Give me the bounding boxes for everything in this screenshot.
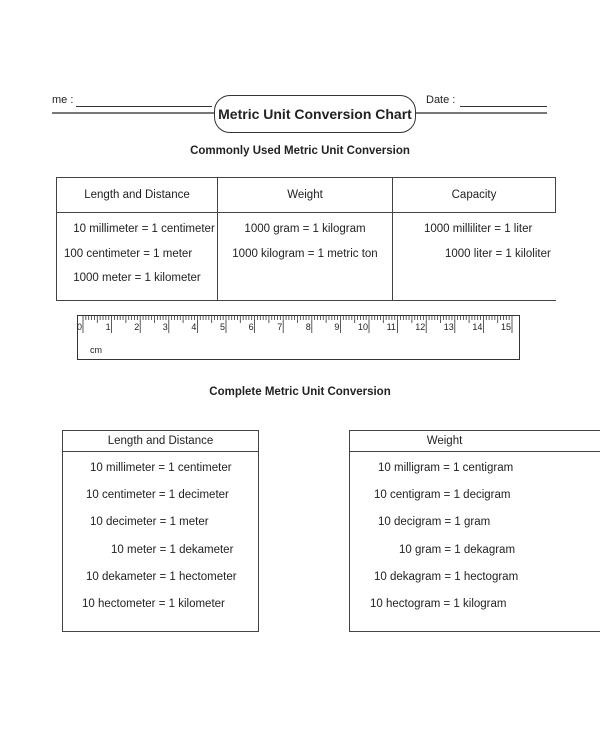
common-heading: Commonly Used Metric Unit Conversion bbox=[190, 145, 410, 157]
date-label: Date : bbox=[426, 94, 456, 106]
date-field[interactable] bbox=[460, 106, 547, 107]
ruler-label: 8 bbox=[305, 322, 311, 332]
col-header: Weight bbox=[217, 177, 393, 213]
ruler-label: 2 bbox=[134, 322, 140, 332]
divider bbox=[52, 112, 214, 114]
name-label: me : bbox=[52, 94, 74, 106]
ruler-ticks bbox=[82, 316, 513, 333]
ruler-label: 13 bbox=[443, 322, 454, 332]
list-item: 10 dekagram = 1 hectogram bbox=[374, 570, 519, 583]
list-item: 1000 gram = 1 kilogram bbox=[244, 223, 366, 235]
list-item: 10 milligram = 1 centigram bbox=[378, 462, 514, 474]
list-item: 10 decigram = 1 gram bbox=[378, 516, 491, 529]
ruler-unit: cm bbox=[90, 345, 102, 355]
ruler-label: 9 bbox=[334, 322, 340, 332]
list-item: 10 decimeter = 1 meter bbox=[90, 516, 209, 529]
list-item: 1000 kilogram = 1 metric ton bbox=[232, 247, 378, 260]
col-header: Capacity bbox=[392, 177, 556, 213]
complete-length-table: Length and Distance 10 millimeter = 1 ce… bbox=[62, 430, 259, 632]
complete-weight-table: Weight 10 milligram = 1 centigram 10 cen… bbox=[349, 430, 600, 632]
list-item: 10 millimeter = 1 centimeter bbox=[73, 223, 215, 235]
ruler-label: 7 bbox=[277, 322, 283, 332]
list-item: 10 gram = 1 dekagram bbox=[399, 543, 516, 556]
common-table: Length and Distance Weight Capacity 10 m… bbox=[56, 177, 556, 301]
ruler-label: 12 bbox=[415, 322, 426, 332]
col-header: Weight bbox=[349, 430, 600, 452]
list-item: 1000 meter = 1 kilometer bbox=[73, 272, 201, 284]
col-header: Length and Distance bbox=[56, 177, 218, 213]
complete-heading: Complete Metric Unit Conversion bbox=[209, 386, 391, 398]
ruler-label: 0 bbox=[77, 322, 83, 332]
ruler-label: 14 bbox=[472, 322, 483, 332]
ruler: 0 1 2 3 4 5 6 7 8 9 10 11 12 13 14 15 cm bbox=[77, 315, 520, 360]
ruler-label: 5 bbox=[220, 322, 226, 332]
ruler-label: 10 bbox=[358, 322, 369, 332]
name-field[interactable] bbox=[76, 106, 212, 107]
list-item: 1000 liter = 1 kiloliter bbox=[445, 247, 551, 260]
list-item: 10 hectogram = 1 kilogram bbox=[370, 597, 507, 610]
ruler-label: 11 bbox=[386, 322, 396, 332]
list-item: 100 centimeter = 1 meter bbox=[64, 247, 193, 260]
list-item: 10 millimeter = 1 centimeter bbox=[90, 462, 232, 474]
ruler-label: 3 bbox=[162, 322, 168, 332]
divider bbox=[414, 112, 547, 114]
list-item: 10 hectometer = 1 kilometer bbox=[82, 597, 225, 610]
ruler-label: 4 bbox=[191, 322, 197, 332]
list-item: 10 meter = 1 dekameter bbox=[111, 543, 234, 556]
list-item: 10 dekameter = 1 hectometer bbox=[86, 570, 237, 583]
page-title: Metric Unit Conversion Chart bbox=[214, 95, 416, 133]
col-header: Length and Distance bbox=[62, 430, 259, 452]
ruler-label: 1 bbox=[105, 322, 111, 332]
list-item: 10 centimeter = 1 decimeter bbox=[86, 489, 229, 502]
ruler-label: 6 bbox=[248, 322, 254, 332]
list-item: 10 centigram = 1 decigram bbox=[374, 489, 511, 502]
list-item: 1000 milliliter = 1 liter bbox=[424, 223, 533, 235]
ruler-label: 15 bbox=[501, 322, 512, 332]
